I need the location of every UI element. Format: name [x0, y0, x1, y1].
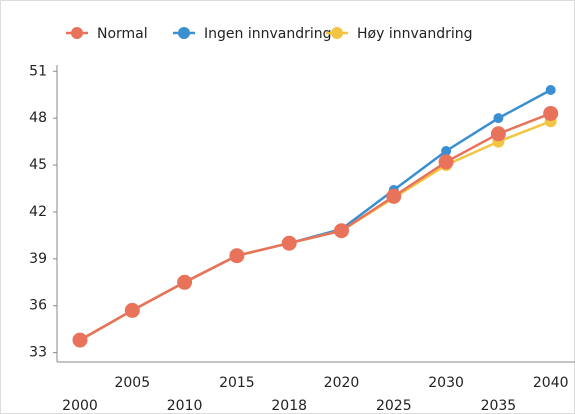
x-tick-label: 2018: [271, 398, 307, 414]
x-tick-label: 2025: [376, 398, 412, 414]
legend-marker: [331, 27, 343, 39]
point: [490, 126, 506, 142]
point: [334, 223, 349, 239]
x-tick-label: 2015: [219, 375, 255, 391]
y-tick-label: 33: [29, 345, 47, 361]
x-tick-label: 2000: [62, 398, 98, 414]
x-tick-label: 2005: [114, 375, 150, 391]
legend-label: Ingen innvandring: [204, 26, 332, 42]
legend-label: Normal: [97, 26, 148, 42]
series-line: [79, 112, 552, 342]
x-tick-label: 2040: [533, 375, 569, 391]
point: [438, 154, 454, 170]
y-tick-label: 48: [29, 110, 47, 126]
point: [441, 145, 452, 156]
y-tick-label: 51: [29, 63, 47, 79]
point: [229, 248, 245, 264]
point: [543, 105, 559, 121]
y-tick-label: 42: [29, 204, 47, 220]
point: [72, 332, 88, 348]
legend-marker: [178, 27, 190, 39]
point: [386, 188, 402, 204]
point: [493, 113, 504, 124]
x-tick-label: 2010: [167, 398, 203, 414]
legend-label: Høy innvandring: [357, 26, 473, 42]
point: [124, 302, 140, 318]
legend-marker: [71, 27, 83, 39]
x-tick-label: 2020: [324, 375, 360, 391]
y-tick-label: 39: [29, 251, 47, 267]
x-tick-label: 2035: [481, 398, 517, 414]
point: [177, 274, 193, 290]
point: [545, 85, 556, 96]
y-tick-label: 36: [29, 298, 47, 314]
point: [281, 235, 297, 251]
y-tick-label: 45: [29, 157, 47, 173]
x-tick-label: 2030: [428, 375, 464, 391]
